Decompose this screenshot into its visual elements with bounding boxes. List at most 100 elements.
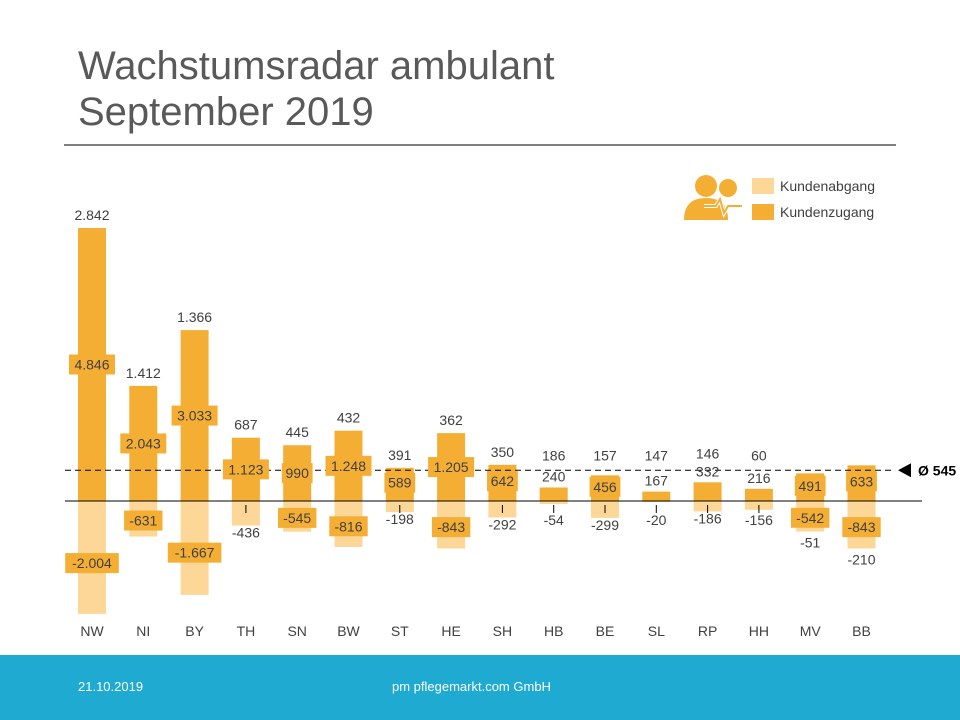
category-label-BY: BY [185,623,204,639]
net-label-SN: 445 [286,424,310,440]
zugang-label-HE: 1.205 [434,459,469,475]
abgang-label-BY-box [167,542,222,563]
abgang-label-HE: -843 [437,519,465,535]
category-label-RP: RP [698,623,717,639]
net-label-RP: 146 [696,445,720,461]
category-label-BE: BE [596,623,615,639]
zugang-label-NI: 2.043 [126,435,161,451]
average-label: Ø 545 [918,462,956,478]
zugang-label-NI-box [120,433,167,454]
net-label-HB: 186 [542,447,566,463]
footer-company: pm pflegemarkt.com GmbH [392,679,551,694]
title-divider [64,144,896,146]
zugang-label-HH: 216 [747,470,771,486]
abgang-label-BW: -816 [334,518,362,534]
zugang-bar-RP [693,482,722,501]
net-label-SH: 350 [491,444,515,460]
abgang-bar-TH [231,501,260,526]
abgang-label-NW: -2.004 [72,555,112,571]
category-label-HH: HH [749,623,769,639]
abgang-label-HB: -54 [544,512,564,528]
zugang-label-BE: 456 [593,479,617,495]
abgang-label-SH: -292 [488,516,516,532]
abgang-label-MV: -542 [796,510,824,526]
average-marker-icon [898,463,911,478]
zugang-label-SN: 990 [286,465,310,481]
footer-date: 21.10.2019 [78,679,144,694]
zugang-label-NW: 4.846 [74,356,109,372]
title-line-2: September 2019 [78,90,374,134]
abgang-label-BY: -1.667 [175,545,215,561]
abgang-label-RP: -186 [694,510,722,526]
abgang-label-HH: -156 [745,512,773,528]
net-label-HE: 362 [439,412,463,428]
category-label-ST: ST [391,623,409,639]
net-label-NI: 1.412 [126,365,161,381]
abgang-label-SN-box [278,507,317,528]
zugang-label-ST: 589 [388,475,412,491]
net-label-NW: 2.842 [74,207,109,223]
abgang-label-BB: -843 [847,519,875,535]
net-label-BE: 157 [593,447,617,463]
zugang-label-ST-box [384,472,416,493]
category-label-HE: HE [441,623,460,639]
category-label-BB: BB [852,623,871,639]
abgang-label-NW-box [65,553,119,574]
caregiver-heartbeat-icon [684,175,742,220]
zugang-label-MV: 491 [799,478,823,494]
zugang-label-SH: 642 [491,473,515,489]
zugang-label-BW-box [325,455,372,476]
legend-swatch-abgang [752,178,774,194]
net-label-BY: 1.366 [177,309,212,325]
abgang-label-NI: -631 [129,513,157,529]
net-label-ST: 391 [388,447,412,463]
zugang-bar-HB [539,487,568,501]
abgang-label-SN: -545 [283,510,311,526]
category-label-HB: HB [544,623,563,639]
category-label-NI: NI [136,623,150,639]
zugang-label-TH: 1.123 [228,461,263,477]
zugang-label-MV-box [794,475,826,496]
zugang-label-HB: 240 [542,468,566,484]
abgang-bar-SL [642,501,671,503]
net-label-HH: 60 [751,447,767,463]
title-line-1: Wachstumsradar ambulant [78,44,555,88]
abgang-bar-HB [539,501,568,505]
net-label-TH: 687 [234,417,258,433]
footer-bar: 21.10.2019 pm pflegemarkt.com GmbH [0,655,960,720]
page-title: Wachstumsradar ambulant September 2019 [78,43,554,135]
category-label-MV: MV [800,623,822,639]
category-label-SH: SH [493,623,512,639]
growth-chart: Ø 545 4.846 -2.004 2.842 NW 2.043 -631 1.412 NI 3… [65,207,956,639]
zugang-bar-SL [642,491,671,501]
abgang-label-ST: -198 [386,511,414,527]
abgang-label-BB-box [842,517,881,538]
abgang-label-NI-box [124,510,163,531]
category-label-SL: SL [648,623,665,639]
zugang-bar-HH [744,488,773,501]
zugang-label-SL: 167 [645,473,669,489]
category-label-BW: BW [337,623,360,639]
net-label-MV: -51 [800,535,820,551]
abgang-label-TH: -436 [232,525,260,541]
net-label-BB: -210 [847,551,875,567]
zugang-label-HE-box [428,457,475,478]
zugang-label-NW-box [69,354,115,375]
zugang-label-RP: 332 [696,463,720,479]
category-label-NW: NW [80,623,104,639]
abgang-label-BW-box [329,516,368,537]
legend-label-abgang: Kundenabgang [780,178,875,194]
legend-swatch-zugang [752,204,774,220]
zugang-label-SH-box [487,471,518,492]
zugang-label-BB-box [846,471,877,492]
abgang-label-SL: -20 [646,512,666,528]
abgang-label-BE: -299 [591,517,619,533]
category-label-SN: SN [287,623,306,639]
zugang-label-BE-box [589,476,621,497]
category-label-TH: TH [237,623,256,639]
abgang-label-MV-box [791,507,830,528]
zugang-label-BY-box [171,405,218,426]
zugang-label-SN-box [281,463,313,484]
zugang-label-BB: 633 [850,473,874,489]
abgang-label-HE-box [431,517,471,538]
